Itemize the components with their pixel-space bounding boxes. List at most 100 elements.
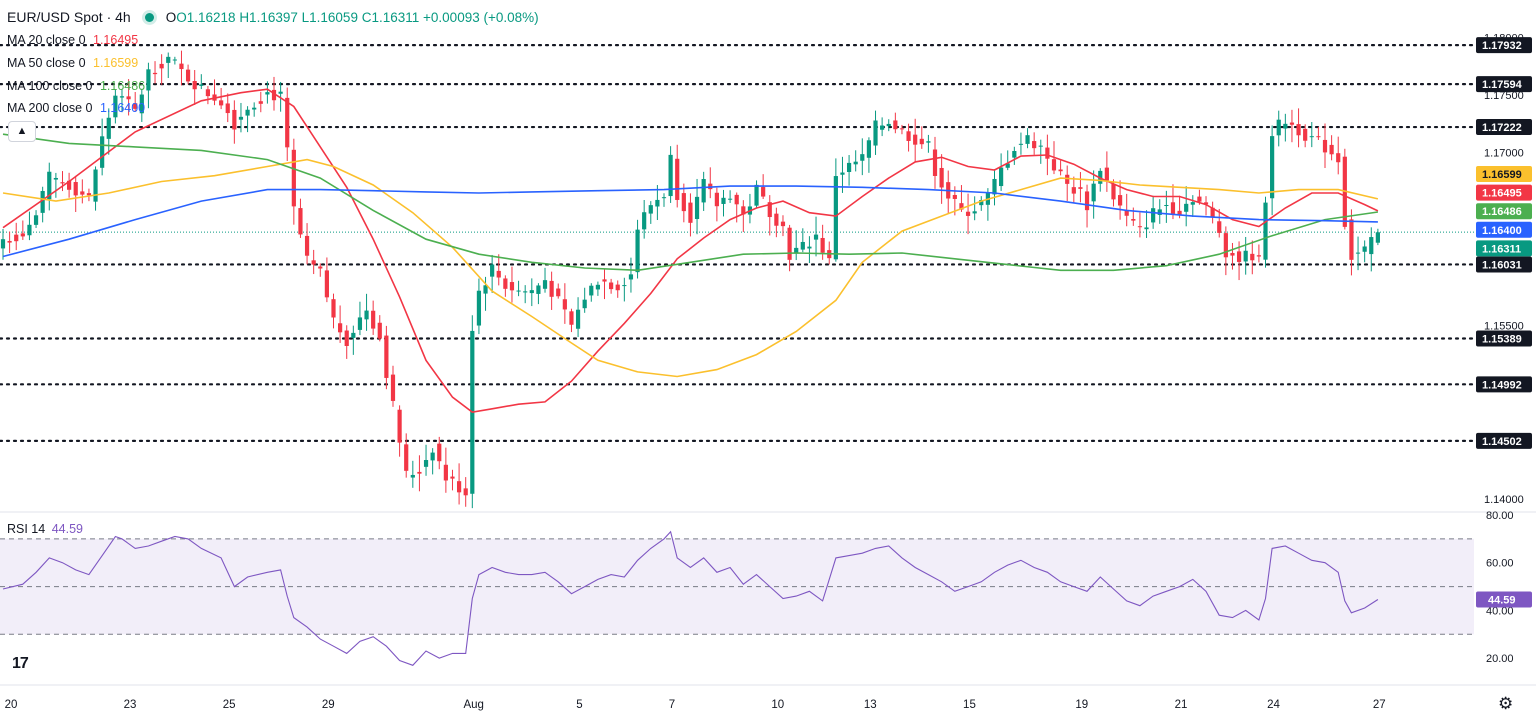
candle-body — [992, 178, 997, 195]
ma20-legend[interactable]: MA 20 close 0 1.16495 — [7, 33, 138, 47]
level-label-box — [1476, 330, 1532, 347]
candle-body — [245, 109, 250, 116]
ma100-label: MA 100 close 0 — [7, 79, 93, 93]
candle-body — [1164, 205, 1169, 207]
rsi-legend[interactable]: RSI 14 44.59 — [7, 522, 83, 536]
level-label: 1.14992 — [1482, 379, 1522, 391]
candle-body — [146, 69, 151, 91]
change-value: +0.00093 (+0.08%) — [423, 10, 539, 25]
candle-body — [1131, 218, 1136, 221]
candle-body — [602, 279, 607, 282]
level-label: 1.17594 — [1482, 79, 1523, 91]
candle-body — [661, 197, 667, 199]
gear-icon[interactable]: ⚙ — [1498, 694, 1514, 713]
level-label: 1.16031 — [1482, 259, 1522, 271]
candle-body — [1349, 219, 1354, 260]
candle-body — [47, 171, 52, 200]
symbol-title[interactable]: EUR/USD Spot · 4h — [7, 9, 131, 25]
price-label-box — [1476, 166, 1532, 182]
logo-text: 17 — [12, 655, 29, 672]
ma20-value: 1.16495 — [93, 33, 139, 47]
candle-body — [1071, 187, 1076, 194]
candle-body — [60, 182, 65, 184]
candle-body — [556, 288, 561, 297]
candle-body — [787, 227, 792, 260]
time-tick-label: 5 — [576, 699, 582, 711]
candle-body — [569, 311, 574, 325]
candle-body — [959, 203, 964, 210]
candle-body — [694, 196, 700, 220]
candle-body — [1038, 145, 1043, 147]
candle-body — [1210, 207, 1215, 218]
candle-body — [1184, 203, 1189, 212]
candle-body — [794, 247, 799, 253]
price-label: 1.16486 — [1482, 206, 1522, 218]
tradingview-logo[interactable]: 17 — [12, 655, 29, 673]
candle-body — [595, 284, 600, 290]
candle-body — [880, 125, 885, 130]
candle-body — [714, 192, 719, 207]
candle-body — [1117, 195, 1123, 206]
candle-body — [278, 91, 283, 94]
level-label: 1.15389 — [1482, 334, 1522, 346]
candle-body — [1018, 143, 1024, 145]
candle-body — [589, 285, 594, 296]
ma20-label: MA 20 close 0 — [7, 33, 86, 47]
candle-body — [919, 138, 924, 145]
candle-body — [27, 224, 32, 236]
candle-body — [298, 208, 303, 235]
candle-body — [1065, 174, 1070, 184]
candle-body — [523, 291, 528, 293]
candle-body — [331, 299, 336, 318]
time-tick-label: 10 — [771, 699, 784, 711]
candle-body — [265, 92, 270, 95]
candle-body — [476, 290, 482, 326]
price-label: 1.16495 — [1482, 188, 1522, 200]
level-label-box — [1476, 119, 1532, 136]
ma-line — [2, 158, 1379, 378]
candle-body — [1276, 119, 1281, 136]
candle-body — [734, 194, 739, 205]
candle-body — [648, 205, 653, 214]
time-tick-label: 27 — [1373, 699, 1386, 711]
time-tick-label: 7 — [669, 699, 675, 711]
high-value: H1.16397 — [239, 10, 298, 25]
candle-body — [853, 161, 858, 165]
rsi-line — [2, 530, 1379, 666]
candle-body — [622, 285, 627, 287]
candle-body — [410, 474, 415, 478]
candle-body — [371, 310, 376, 329]
candle-body — [397, 409, 402, 443]
candle-body — [1104, 167, 1109, 181]
candle-body — [642, 212, 647, 230]
candle-body — [139, 94, 144, 114]
price-tick-label: 1.17500 — [1484, 90, 1524, 102]
candle-body — [338, 323, 343, 333]
candle-body — [939, 167, 944, 188]
collapse-legend-button[interactable]: ▲ — [8, 121, 36, 142]
candle-body — [529, 290, 534, 294]
candle-body — [1177, 210, 1182, 216]
ma50-legend[interactable]: MA 50 close 0 1.16599 — [7, 56, 138, 70]
candle-body — [1309, 136, 1314, 138]
candle-body — [417, 471, 422, 474]
candle-body — [430, 452, 435, 461]
candle-body — [1230, 252, 1235, 256]
ma200-legend[interactable]: MA 200 close 0 1.16400 — [7, 101, 145, 115]
rsi-tick-label: 40.00 — [1486, 605, 1514, 617]
candle-body — [344, 330, 349, 346]
candle-body — [615, 284, 620, 291]
candle-body — [219, 100, 224, 106]
ohlc-values: OO1.16218 H1.16397 L1.16059 C1.16311 +0.… — [165, 10, 539, 25]
candle-body — [655, 199, 660, 207]
ma100-legend[interactable]: MA 100 close 0 1.16486 — [7, 79, 145, 93]
time-tick-label: Aug — [463, 699, 483, 711]
level-label-box — [1476, 76, 1532, 93]
market-status-icon — [144, 13, 154, 22]
candle-body — [1012, 151, 1017, 158]
candle-body — [318, 266, 323, 269]
candle-body — [628, 274, 634, 280]
candle-body — [133, 103, 138, 109]
candle-body — [1243, 250, 1248, 262]
